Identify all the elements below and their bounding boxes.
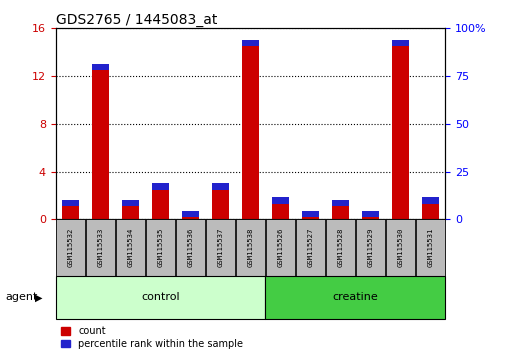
Bar [415,219,444,276]
Bar [152,183,169,188]
Text: GSM115527: GSM115527 [307,228,313,268]
Text: GSM115526: GSM115526 [277,228,283,268]
Bar [391,40,408,219]
Text: GSM115530: GSM115530 [396,228,402,268]
Text: GSM115538: GSM115538 [247,228,253,268]
Bar [242,40,258,219]
Text: creatine: creatine [332,292,378,302]
Bar [295,219,324,276]
Bar [242,40,258,45]
Bar [272,198,288,203]
Bar [325,219,354,276]
Bar [272,198,288,204]
Legend: count, percentile rank within the sample: count, percentile rank within the sample [61,326,242,349]
Text: GSM115537: GSM115537 [217,228,223,268]
Text: ▶: ▶ [35,292,43,302]
Bar [331,200,348,206]
Bar [92,64,109,219]
Bar [421,198,438,204]
Bar [182,211,198,217]
Text: GSM115528: GSM115528 [337,228,343,268]
Bar [362,211,378,217]
Text: GSM115535: GSM115535 [157,228,163,268]
Bar [421,198,438,219]
Bar [355,219,384,276]
Bar [92,64,109,69]
Text: GSM115536: GSM115536 [187,228,193,268]
Text: control: control [141,292,179,302]
Bar [391,40,408,45]
Bar [301,211,318,216]
Bar [212,184,228,219]
Bar [152,184,169,219]
Text: GSM115533: GSM115533 [97,228,104,268]
Bar [331,200,348,205]
Bar [391,40,408,46]
Bar [56,276,265,319]
Bar [152,184,169,190]
Text: GSM115531: GSM115531 [426,228,432,268]
Bar [265,276,444,319]
Bar [86,219,115,276]
Bar [421,198,438,203]
Bar [116,219,145,276]
Bar [212,184,228,190]
Bar [56,219,85,276]
Bar [182,211,198,216]
Bar [176,219,205,276]
Bar [212,183,228,188]
Bar [236,219,264,276]
Bar [122,200,138,205]
Bar [62,200,79,206]
Bar [146,219,175,276]
Bar [92,64,109,70]
Bar [122,200,138,206]
Bar [362,211,378,219]
Text: GSM115534: GSM115534 [127,228,133,268]
Bar [62,200,79,219]
Bar [362,211,378,216]
Bar [331,200,348,219]
Bar [301,211,318,219]
Bar [182,211,198,219]
Text: GSM115532: GSM115532 [68,228,74,268]
Bar [122,200,138,219]
Text: agent: agent [5,292,37,302]
Text: GSM115529: GSM115529 [367,228,373,268]
Text: GDS2765 / 1445083_at: GDS2765 / 1445083_at [56,13,217,27]
Bar [62,200,79,205]
Bar [266,219,294,276]
Bar [301,211,318,217]
Bar [385,219,414,276]
Bar [272,198,288,219]
Bar [242,40,258,46]
Bar [206,219,234,276]
